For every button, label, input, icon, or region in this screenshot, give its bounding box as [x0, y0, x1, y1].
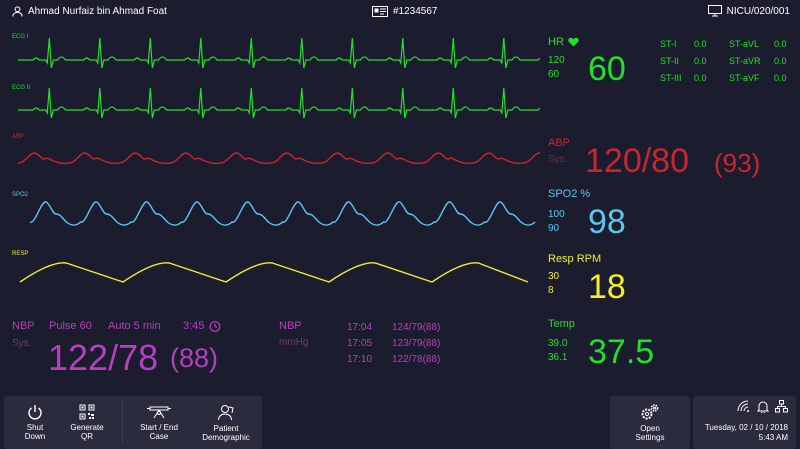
- st-label: ST-II: [660, 56, 680, 66]
- st-label: ST-I: [660, 39, 677, 49]
- case-icon: [147, 406, 171, 419]
- nbp-history-value: 122/78(88): [392, 354, 441, 365]
- nbp-mean: (88): [170, 343, 219, 373]
- bed-location: NICU/020/001: [707, 0, 790, 22]
- nbp-mode: Auto 5 min: [108, 320, 161, 332]
- power-icon: [28, 405, 42, 420]
- spo2-wave-label: SPO2: [12, 192, 29, 198]
- resp-low-limit: 8: [548, 285, 554, 296]
- open-settings-button-label: Open Settings: [635, 424, 665, 442]
- spo2-label: SPO2 %: [548, 188, 591, 200]
- st-value: 0.0: [774, 56, 787, 66]
- qr-code-icon: [79, 404, 95, 420]
- hr-high-limit: 120: [548, 55, 565, 66]
- temp-value: 37.5: [588, 333, 655, 371]
- nbp-history-label: NBP: [279, 320, 302, 332]
- st-label: ST-aVF: [729, 73, 760, 83]
- abp-mean: (93): [714, 148, 761, 178]
- id-card-icon: [372, 5, 388, 17]
- resp-wave-label: RESP: [12, 251, 29, 257]
- spo2-value: 98: [588, 203, 626, 241]
- hr-value: 60: [588, 50, 626, 88]
- abp-waveform: [17, 152, 540, 165]
- st-value: 0.0: [694, 73, 707, 83]
- nbp-history-time: 17:04: [347, 322, 373, 333]
- patient-icon: [218, 404, 234, 420]
- user-icon: [12, 5, 23, 17]
- spo2-waveform: [29, 201, 536, 226]
- start-end-case-button[interactable]: Start / End Case: [128, 396, 190, 449]
- network-icon[interactable]: [775, 400, 788, 413]
- st-label: ST-III: [660, 73, 682, 83]
- nbp-history-time: 17:05: [347, 338, 373, 349]
- hr-label: HR: [548, 36, 564, 48]
- nbp-value: 122/78: [48, 337, 159, 378]
- temp-label: Temp: [548, 318, 575, 330]
- toolbar: Shut Down Generate QR Start / End Case P…: [4, 396, 262, 449]
- nbp-history-unit: mmHg: [279, 337, 309, 348]
- status-icons: [737, 400, 788, 413]
- st-label: ST-aVL: [729, 39, 760, 49]
- patient-demographic-button[interactable]: Patient Demographic: [194, 396, 258, 449]
- st-value: 0.0: [694, 56, 707, 66]
- hr-low-limit: 60: [548, 69, 560, 80]
- toolbar-divider: [122, 402, 123, 443]
- nbp-history-value: 124/79(88): [392, 322, 441, 333]
- datetime-display: Tuesday, 02 / 10 / 2018 5:43 AM: [705, 423, 788, 443]
- resp-label: Resp RPM: [548, 253, 602, 265]
- ecg1-label: ECG I: [12, 34, 29, 40]
- monitor-icon: [707, 5, 722, 17]
- time-text: 5:43 AM: [758, 433, 788, 442]
- waveform-area: [17, 37, 540, 283]
- resp-value: 18: [588, 268, 626, 306]
- nbp-history-time: 17:10: [347, 354, 373, 365]
- patient-id-text: #1234567: [393, 5, 438, 17]
- ecg2-label: ECG II: [12, 85, 31, 91]
- ecg2-waveform: [18, 87, 540, 119]
- patient-demographic-button-label: Patient Demographic: [202, 423, 250, 442]
- open-settings-button[interactable]: Open Settings: [610, 396, 690, 449]
- nbp-history-value: 123/79(88): [392, 338, 441, 349]
- timer-icon: [210, 321, 221, 332]
- ecg1-waveform: [18, 37, 540, 69]
- header-bar: Ahmad Nurfaiz bin Ahmad Foat #1234567 NI…: [0, 0, 800, 22]
- resp-high-limit: 30: [548, 271, 560, 282]
- generate-qr-button-label: Generate QR: [70, 423, 104, 441]
- shutdown-button-label: Shut Down: [24, 423, 46, 441]
- temp-low-limit: 36.1: [548, 352, 568, 363]
- heart-icon: [568, 37, 579, 47]
- settings-panel: Open Settings: [610, 396, 690, 449]
- bed-location-text: NICU/020/001: [726, 5, 790, 17]
- bell-icon[interactable]: [757, 400, 769, 413]
- spo2-high-limit: 100: [548, 209, 565, 220]
- start-end-case-button-label: Start / End Case: [140, 423, 178, 441]
- wifi-icon[interactable]: [737, 400, 751, 412]
- abp-wave-label: ABP: [12, 134, 25, 140]
- nbp-timer: 3:45: [183, 320, 221, 332]
- nbp-label: NBP: [12, 320, 35, 332]
- abp-value: 120/80: [585, 142, 689, 180]
- st-value: 0.0: [774, 39, 787, 49]
- hr-label-group: HR: [548, 36, 579, 48]
- patient-name-text: Ahmad Nurfaiz bin Ahmad Foat: [28, 5, 167, 17]
- st-segment-grid: ST-I 0.0 ST-aVL 0.0 ST-II 0.0 ST-aVR 0.0…: [660, 38, 800, 84]
- abp-sub-label: Sys.: [548, 154, 568, 165]
- st-value: 0.0: [774, 73, 787, 83]
- nbp-timer-text: 3:45: [183, 320, 205, 332]
- st-label: ST-aVR: [729, 56, 761, 66]
- abp-label: ABP: [548, 137, 571, 149]
- temp-high-limit: 39.0: [548, 338, 568, 349]
- patient-id: #1234567: [372, 0, 438, 22]
- gear-icon: [641, 404, 659, 420]
- nbp-sub-label: Sys.: [12, 338, 32, 349]
- shutdown-button[interactable]: Shut Down: [10, 396, 60, 449]
- st-value: 0.0: [694, 39, 707, 49]
- patient-name: Ahmad Nurfaiz bin Ahmad Foat: [12, 0, 167, 22]
- date-text: Tuesday, 02 / 10 / 2018: [704, 423, 788, 432]
- nbp-pulse: Pulse 60: [49, 320, 92, 332]
- generate-qr-button[interactable]: Generate QR: [62, 396, 112, 449]
- resp-waveform: [19, 262, 529, 283]
- spo2-low-limit: 90: [548, 223, 560, 234]
